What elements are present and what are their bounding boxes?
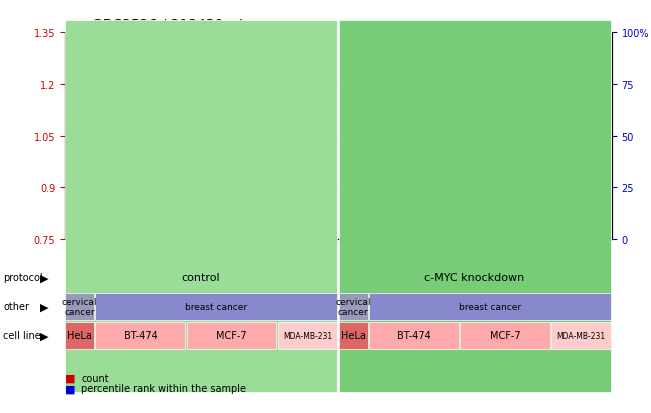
- Point: [589, 147, 599, 154]
- Bar: [255, 154, 272, 413]
- Bar: [405, 112, 422, 413]
- Point: [318, 164, 329, 171]
- Text: protocol: protocol: [3, 273, 43, 283]
- Bar: [194, 61, 212, 413]
- Point: [469, 112, 479, 119]
- Text: breast cancer: breast cancer: [459, 302, 521, 311]
- Text: percentile rank within the sample: percentile rank within the sample: [81, 383, 246, 393]
- Bar: [555, 138, 573, 413]
- Text: ■: ■: [65, 373, 76, 383]
- Text: HeLa: HeLa: [67, 330, 92, 341]
- Text: HeLa: HeLa: [340, 330, 365, 341]
- Text: breast cancer: breast cancer: [186, 302, 247, 311]
- Text: MCF-7: MCF-7: [216, 330, 247, 341]
- Text: ■: ■: [65, 383, 76, 393]
- Point: [348, 154, 359, 160]
- Point: [408, 71, 419, 78]
- Bar: [164, 203, 182, 413]
- Bar: [134, 150, 152, 413]
- Bar: [284, 186, 303, 413]
- Text: MCF-7: MCF-7: [490, 330, 520, 341]
- Point: [138, 98, 148, 104]
- Point: [198, 81, 208, 88]
- Point: [228, 85, 238, 92]
- Text: ▶: ▶: [40, 273, 49, 283]
- Text: GDS2526 / 213430_at: GDS2526 / 213430_at: [92, 18, 245, 32]
- Bar: [495, 169, 513, 413]
- Point: [529, 75, 539, 82]
- Text: BT-474: BT-474: [124, 330, 158, 341]
- Text: BT-474: BT-474: [397, 330, 431, 341]
- Point: [439, 81, 449, 88]
- Text: cervical
cancer: cervical cancer: [62, 297, 98, 316]
- Text: c-MYC knockdown: c-MYC knockdown: [424, 273, 525, 283]
- Text: other: other: [3, 301, 29, 312]
- Point: [108, 102, 118, 109]
- Text: MDA-MB-231: MDA-MB-231: [283, 331, 332, 340]
- Bar: [344, 214, 363, 413]
- Text: MDA-MB-231: MDA-MB-231: [557, 331, 605, 340]
- Point: [559, 88, 569, 94]
- Point: [168, 150, 178, 156]
- Text: ▶: ▶: [40, 330, 49, 341]
- Text: ▶: ▶: [40, 301, 49, 312]
- Point: [78, 96, 89, 102]
- Bar: [225, 133, 242, 413]
- Point: [288, 133, 299, 140]
- Point: [258, 92, 269, 98]
- Bar: [585, 207, 603, 413]
- Text: cell line: cell line: [3, 330, 41, 341]
- Bar: [314, 229, 333, 413]
- Text: control: control: [182, 273, 221, 283]
- Bar: [525, 88, 543, 413]
- Point: [378, 160, 389, 166]
- Point: [499, 123, 509, 129]
- Bar: [465, 166, 483, 413]
- Bar: [435, 133, 452, 413]
- Bar: [374, 217, 393, 413]
- Bar: [74, 157, 92, 413]
- Text: cervical
cancer: cervical cancer: [335, 297, 371, 316]
- Bar: [104, 162, 122, 413]
- Text: count: count: [81, 373, 109, 383]
